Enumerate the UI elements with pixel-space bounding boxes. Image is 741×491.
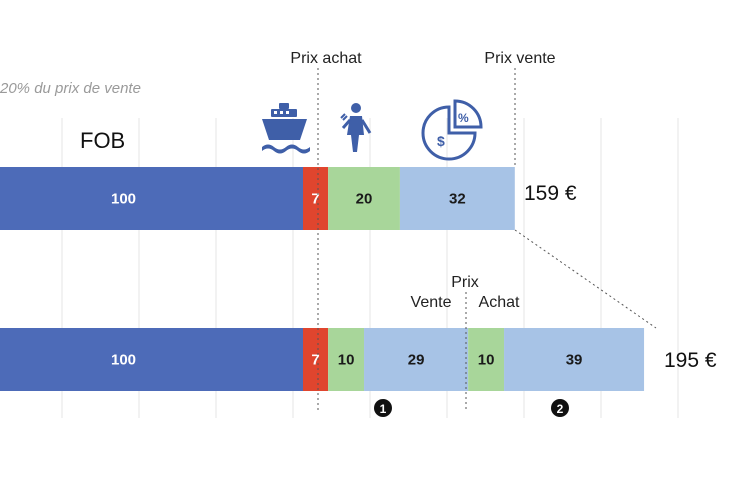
svg-text:2: 2	[557, 402, 564, 416]
projection-line	[514, 229, 657, 329]
svg-text:1: 1	[380, 402, 387, 416]
total-label-row-1: 159 €	[524, 182, 577, 205]
prix-achat-label: Prix achat	[290, 50, 362, 67]
bar-row1-segment-2	[303, 167, 329, 230]
bar-row1-segment-1-label: 100	[111, 191, 136, 208]
bars: 100 7 20 32 100 7 10 29 10 39	[0, 167, 645, 391]
bar-row2-segment-1-label: 100	[111, 352, 136, 369]
prix-vente-label: Prix vente	[484, 50, 555, 67]
bar-row1-segment-4-label: 32	[449, 191, 466, 208]
pie-chart-money-icon: % $	[421, 99, 483, 161]
bar-row2-segment-3	[328, 328, 365, 391]
total-label-row-2: 195 €	[664, 349, 717, 372]
achat-label: Achat	[479, 294, 520, 311]
bar-row1-segment-4	[399, 167, 515, 230]
bar-row2-segment-2-label: 7	[311, 352, 319, 369]
bar-row2-segment-2	[303, 328, 329, 391]
worker-icon	[340, 103, 372, 152]
bar-row2-segment-4	[364, 328, 469, 391]
bar-row2-segment-5	[468, 328, 505, 391]
bar-row2-segment-4-label: 29	[408, 352, 425, 369]
bar-row2-segment-6-label: 39	[566, 352, 583, 369]
svg-text:$: $	[437, 133, 445, 149]
bar-row1-segment-3	[328, 167, 400, 230]
prix-label: Prix	[451, 274, 479, 291]
bar-row1-segment-1	[0, 167, 303, 230]
chart-subtitle: 20% du prix de vente	[0, 80, 141, 97]
row-label-fob: FOB	[80, 128, 125, 153]
vente-label: Vente	[411, 294, 452, 311]
svg-text:%: %	[458, 111, 469, 125]
bar-row1-segment-2-label: 7	[311, 191, 319, 208]
bar-row1-segment-3-label: 20	[356, 191, 373, 208]
marker-2: 2	[551, 399, 569, 417]
bar-row2-segment-6	[504, 328, 645, 391]
marker-1: 1	[374, 399, 392, 417]
ship-icon	[262, 103, 310, 154]
bar-row2-segment-3-label: 10	[338, 352, 355, 369]
bar-row2-segment-5-label: 10	[478, 352, 495, 369]
bar-row2-segment-1	[0, 328, 303, 391]
